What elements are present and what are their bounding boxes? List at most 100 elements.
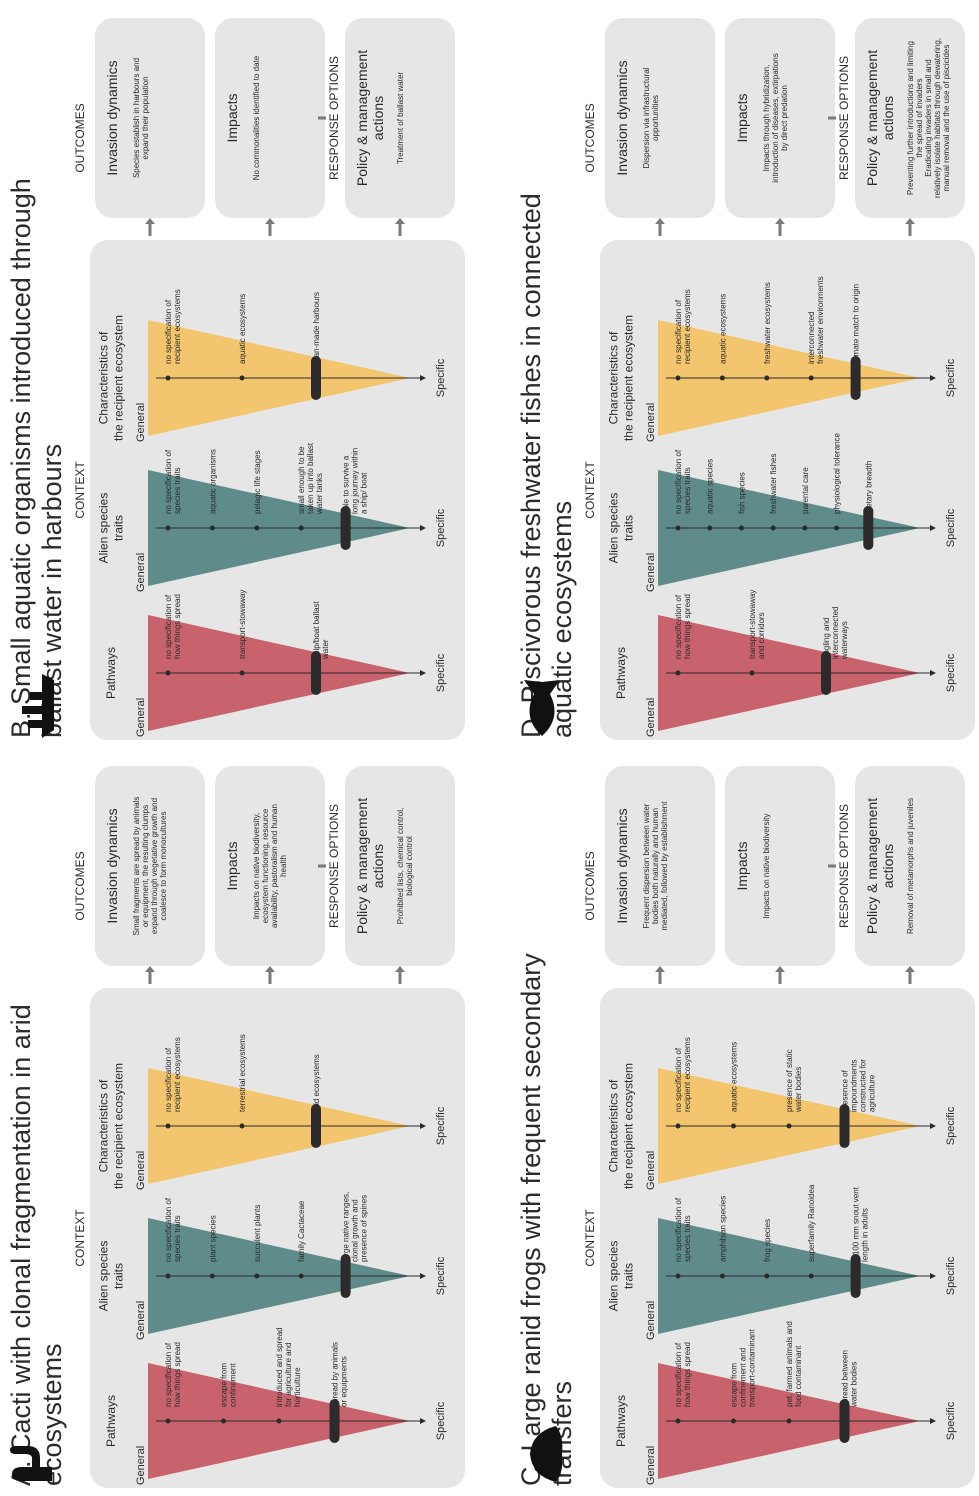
recipient-specific-label: Specific xyxy=(435,358,447,397)
pathways-note: introduced and spreadfor agriculture and… xyxy=(275,1327,302,1407)
traits-note: dietary breadth xyxy=(864,461,873,514)
traits-level-dot xyxy=(165,525,171,531)
traits-general-label: General xyxy=(135,553,147,592)
traits-note: succulent plants xyxy=(253,1205,262,1262)
arrow-head xyxy=(655,218,665,224)
impacts-text: Impacts on native biodiversity,ecosystem… xyxy=(252,804,288,928)
recipient-heading: Characteristics ofthe recipient ecosyste… xyxy=(97,1063,126,1189)
traits-specific-label: Specific xyxy=(945,1256,957,1295)
policy-heading: Policy & managementactions xyxy=(354,798,386,934)
arrow-head xyxy=(905,966,915,972)
invasion-dynamics-box xyxy=(95,18,205,218)
traits-note: amphibian species xyxy=(718,1196,727,1262)
traits-level-dot xyxy=(298,1273,304,1279)
pathways-level-marker xyxy=(329,1399,340,1443)
traits-axis-arrow xyxy=(930,1273,936,1279)
pathways-level-marker xyxy=(311,651,321,695)
context-label: CONTEXT xyxy=(73,461,87,519)
invasion-dynamics-heading: Invasion dynamics xyxy=(614,808,630,923)
impacts-heading: Impacts xyxy=(734,841,750,890)
recipient-level-dot xyxy=(786,1123,792,1129)
fish-shape xyxy=(524,680,560,736)
traits-level-marker xyxy=(340,1254,351,1298)
traits-level-dot xyxy=(209,525,215,531)
traits-level-dot xyxy=(675,1273,681,1279)
context-label: CONTEXT xyxy=(583,461,597,519)
invasion-dynamics-heading: Invasion dynamics xyxy=(104,808,120,923)
recipient-note: aquatic ecosystems xyxy=(238,294,247,364)
pathways-level-marker xyxy=(839,1399,850,1443)
invasion-dynamics-heading: Invasion dynamics xyxy=(614,60,630,175)
pathways-specific-label: Specific xyxy=(435,653,447,692)
recipient-level-dot xyxy=(719,375,725,381)
frog-icon xyxy=(530,1426,563,1482)
policy-box xyxy=(855,766,965,966)
pathways-heading: Pathways xyxy=(104,1395,118,1447)
recipient-note: aquatic ecosystems xyxy=(718,294,727,364)
response-options-label: RESPONSE OPTIONS xyxy=(837,804,851,928)
pathways-general-label: General xyxy=(645,1446,657,1485)
recipient-general-label: General xyxy=(135,403,147,442)
traits-note: able to survive along journey withina sh… xyxy=(342,448,369,514)
traits-note: frog species xyxy=(763,1219,772,1262)
arrow-head xyxy=(905,218,915,224)
recipient-level-dot xyxy=(731,1123,736,1129)
impacts-box xyxy=(725,766,835,966)
traits-level-dot xyxy=(770,525,776,531)
traits-level-dot xyxy=(209,1273,215,1279)
traits-specific-label: Specific xyxy=(435,508,447,547)
recipient-note: no specification ofrecipient ecosystems xyxy=(674,1037,692,1112)
invasion-dynamics-box xyxy=(95,766,205,966)
traits-axis-arrow xyxy=(420,525,426,531)
invasion-dynamics-box xyxy=(605,766,715,966)
recipient-specific-label: Specific xyxy=(435,1106,447,1145)
policy-box xyxy=(345,18,455,218)
pathways-heading: Pathways xyxy=(614,1395,628,1447)
traits-level-dot xyxy=(764,1273,770,1279)
panel-D: D. Piscivorous freshwater fishes in conn… xyxy=(516,18,975,740)
panel-A-rotated: A. Cacti with clonal fragmentation in ar… xyxy=(6,766,465,1488)
outcomes-label: OUTCOMES xyxy=(583,103,597,172)
recipient-general-label: General xyxy=(645,1151,657,1190)
traits-level-dot xyxy=(834,525,840,531)
response-options-label: RESPONSE OPTIONS xyxy=(327,56,341,180)
recipient-note: interconnectedfreshwater environments xyxy=(807,276,825,364)
pathways-axis-arrow xyxy=(930,1418,936,1424)
fish-icon xyxy=(524,680,560,736)
recipient-specific-label: Specific xyxy=(945,1106,957,1145)
pathways-general-label: General xyxy=(135,1446,147,1485)
impacts-heading: Impacts xyxy=(734,93,750,142)
recipient-note: freshwater ecosystems xyxy=(763,282,772,364)
traits-level-dot xyxy=(254,1273,260,1279)
traits-note: family Cactaceae xyxy=(297,1200,306,1262)
panel-title: A. Cacti with clonal fragmentation in ar… xyxy=(6,1004,67,1486)
policy-heading: Policy & managementactions xyxy=(864,798,896,934)
recipient-level-dot xyxy=(239,375,245,381)
traits-level-dot xyxy=(254,525,260,531)
recipient-note: man-made harbours xyxy=(312,292,321,364)
policy-box xyxy=(345,766,455,966)
pathways-axis-arrow xyxy=(420,1418,426,1424)
recipient-level-dot xyxy=(165,375,171,381)
recipient-level-dot xyxy=(675,1123,681,1129)
recipient-level-dot xyxy=(764,375,770,381)
traits-level-dot xyxy=(802,525,808,531)
traits-note: small enough to betaken up into ballastw… xyxy=(297,442,324,515)
pathways-level-dot xyxy=(731,1418,736,1424)
panel-D-rotated: D. Piscivorous freshwater fishes in conn… xyxy=(516,18,975,740)
traits-note: superfamily Ranoidea xyxy=(807,1184,816,1262)
recipient-axis-arrow xyxy=(930,375,936,381)
recipient-general-label: General xyxy=(135,1151,147,1190)
pathways-note: pet, farmed animals andfood contaminant xyxy=(785,1321,803,1407)
arrow-head xyxy=(145,218,155,224)
recipient-heading: Characteristics ofthe recipient ecosyste… xyxy=(607,1063,636,1189)
traits-level-dot xyxy=(738,525,744,531)
impacts-text: Impacts on native biodiversity xyxy=(762,814,771,919)
recipient-level-marker xyxy=(311,1104,321,1148)
pathways-note: no specification ofhow things spread xyxy=(164,594,182,659)
policy-text: Treatment of ballast water xyxy=(396,72,405,165)
arrow-head xyxy=(395,966,405,972)
traits-note: no specification ofspecies traits xyxy=(164,449,182,514)
traits-note: > 100 mm snout ventlength in adults xyxy=(852,1186,870,1262)
traits-level-dot xyxy=(707,525,713,531)
